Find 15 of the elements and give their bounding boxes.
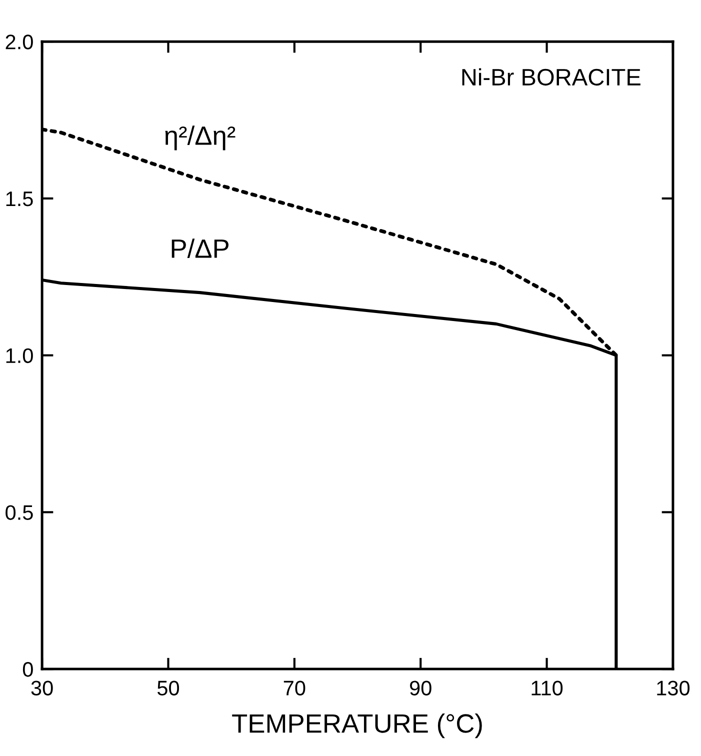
x-tick-label: 110	[532, 680, 563, 696]
x-tick-label: 130	[657, 680, 690, 696]
x-tick-label: 50	[157, 680, 180, 696]
x-axis-title: TEMPERATURE (°C)	[232, 713, 482, 738]
y-tick-label: 2.0	[6, 34, 33, 50]
x-tick-label: 90	[410, 680, 432, 696]
annotation: Ni-Br BORACITE	[462, 68, 640, 86]
x-tick-label: 70	[284, 680, 306, 696]
y-tick-label: 0.5	[6, 505, 33, 520]
series-label: P/ΔP	[172, 238, 228, 258]
y-tick-label: 1.0	[6, 348, 33, 364]
y-tick-label: 0	[22, 662, 33, 677]
y-tick-label: 1.5	[6, 192, 33, 206]
x-tick-label: 30	[31, 680, 53, 696]
series-label: η²/Δη²	[165, 126, 236, 150]
